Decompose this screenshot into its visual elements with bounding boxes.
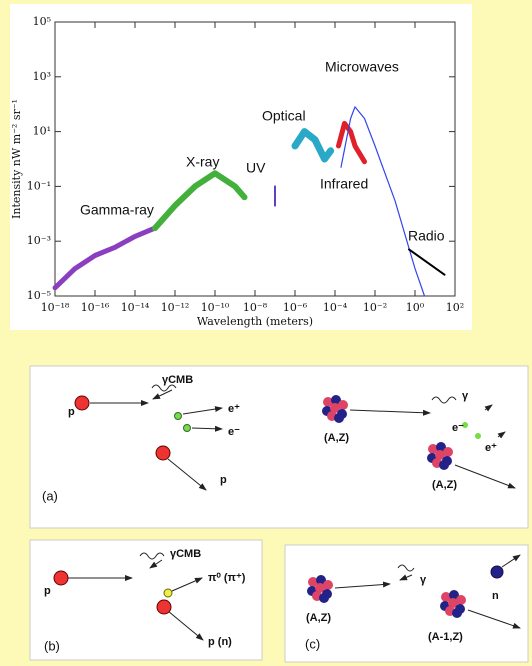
band-label: Optical xyxy=(262,108,306,124)
panel-c xyxy=(284,544,529,663)
y-tick-label: 10³ xyxy=(33,70,51,83)
nucleon xyxy=(441,592,451,602)
diagram-label: (A,Z) xyxy=(432,479,457,491)
nucleon xyxy=(308,577,318,587)
particles xyxy=(53,395,504,618)
x-tick-label: 10⁻⁸ xyxy=(243,301,268,314)
series-line xyxy=(52,225,158,291)
chart-background xyxy=(10,4,472,330)
nucleon xyxy=(323,580,333,590)
x-tick-label: 10⁻⁶ xyxy=(283,301,308,314)
diagram-label: γCMB xyxy=(162,374,193,386)
panel-label: (a) xyxy=(42,488,58,503)
diagram-label: e⁺ xyxy=(485,442,497,454)
nucleon xyxy=(316,575,326,585)
band-label: X-ray xyxy=(186,154,219,170)
series-line xyxy=(291,128,335,163)
nucleon xyxy=(319,593,329,603)
band-label: UV xyxy=(246,160,266,176)
diagram-label: e⁻ xyxy=(228,426,240,438)
band-label: Radio xyxy=(408,228,445,244)
diagram-label: p xyxy=(220,474,227,486)
panel-label: (b) xyxy=(44,638,60,653)
nucleon xyxy=(338,400,348,410)
panel-b xyxy=(29,539,263,661)
nucleon xyxy=(439,460,449,470)
nucleon xyxy=(428,444,438,454)
diagram-label: e⁻ xyxy=(452,422,464,434)
diagram-label: p (n) xyxy=(208,636,232,648)
nucleon xyxy=(331,395,341,405)
diagram-label: p xyxy=(44,585,51,597)
series-line xyxy=(152,170,248,232)
plot: 10⁻¹⁸ 10⁻¹⁶ 10⁻¹⁴ 10⁻¹² 10⁻¹⁰ 10⁻⁸ 10⁻⁶ 10⁻⁴ 10⁻… xyxy=(27,15,464,314)
nucleon xyxy=(334,413,344,423)
x-tick-label: 10⁻² xyxy=(363,301,387,314)
diagram-label: n xyxy=(492,590,499,602)
diagram-label: e⁺ xyxy=(228,403,240,415)
diagram-label: γCMB xyxy=(170,548,201,560)
nucleon xyxy=(448,598,458,608)
series-line xyxy=(408,248,446,276)
diagram-lines xyxy=(68,384,521,641)
nucleon xyxy=(443,447,453,457)
x-axis-label: Wavelength (meters) xyxy=(197,315,313,328)
band-label: Infrared xyxy=(320,176,368,192)
y-tick-label: 10⁻⁵ xyxy=(27,289,51,302)
x-tick-label: 10⁻¹⁴ xyxy=(121,301,150,314)
x-tick-label: 10⁰ xyxy=(406,301,425,314)
diagram-label: p xyxy=(68,406,75,418)
nucleon xyxy=(323,397,333,407)
diagram-label: γ xyxy=(462,390,469,402)
nucleon xyxy=(452,608,462,618)
y-tick-label: 10⁻³ xyxy=(27,234,51,247)
x-tick-label: 10⁻¹⁰ xyxy=(201,301,230,314)
y-axis-label: Intensity nW m⁻² sr⁻¹ xyxy=(10,99,23,219)
band-label: Microwaves xyxy=(325,59,399,75)
diagram-label: (A,Z) xyxy=(324,432,349,444)
diagram-label: (A-1,Z) xyxy=(428,631,463,643)
y-tick-label: 10¹ xyxy=(33,125,51,138)
nucleon xyxy=(435,450,445,460)
nucleon xyxy=(456,595,466,605)
x-tick-label: 10⁻¹² xyxy=(161,301,190,314)
y-tick-label: 10⁵ xyxy=(33,15,51,28)
nucleon xyxy=(330,403,340,413)
x-tick-label: 10⁻¹⁸ xyxy=(41,301,70,314)
nucleon xyxy=(315,583,325,593)
nucleon xyxy=(449,590,459,600)
nucleon xyxy=(436,442,446,452)
series-line xyxy=(340,106,426,297)
x-tick-label: 10² xyxy=(446,301,464,314)
panel-label: (c) xyxy=(305,636,320,651)
y-tick-label: 10⁻¹ xyxy=(27,179,51,192)
x-tick-label: 10⁻¹⁶ xyxy=(81,301,110,314)
band-label: Gamma-ray xyxy=(80,202,154,218)
diagram-label: (A,Z) xyxy=(306,612,331,624)
panel-a xyxy=(29,365,529,529)
x-tick-label: 10⁻⁴ xyxy=(323,301,348,314)
series-line xyxy=(336,120,367,165)
diagram-label: γ xyxy=(420,574,427,586)
diagram-label: π⁰ (π⁺) xyxy=(208,572,246,584)
